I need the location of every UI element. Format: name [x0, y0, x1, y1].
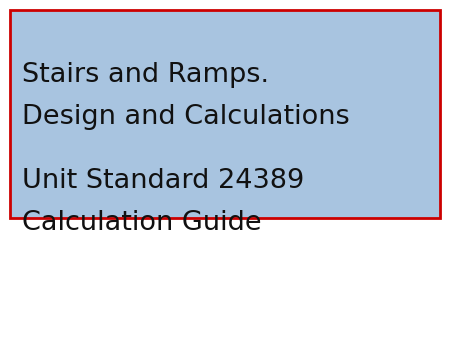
Text: Calculation Guide: Calculation Guide: [22, 210, 261, 236]
Text: Design and Calculations: Design and Calculations: [22, 104, 350, 130]
Text: Stairs and Ramps.: Stairs and Ramps.: [22, 62, 269, 88]
FancyBboxPatch shape: [10, 10, 440, 218]
Text: Unit Standard 24389: Unit Standard 24389: [22, 168, 304, 194]
